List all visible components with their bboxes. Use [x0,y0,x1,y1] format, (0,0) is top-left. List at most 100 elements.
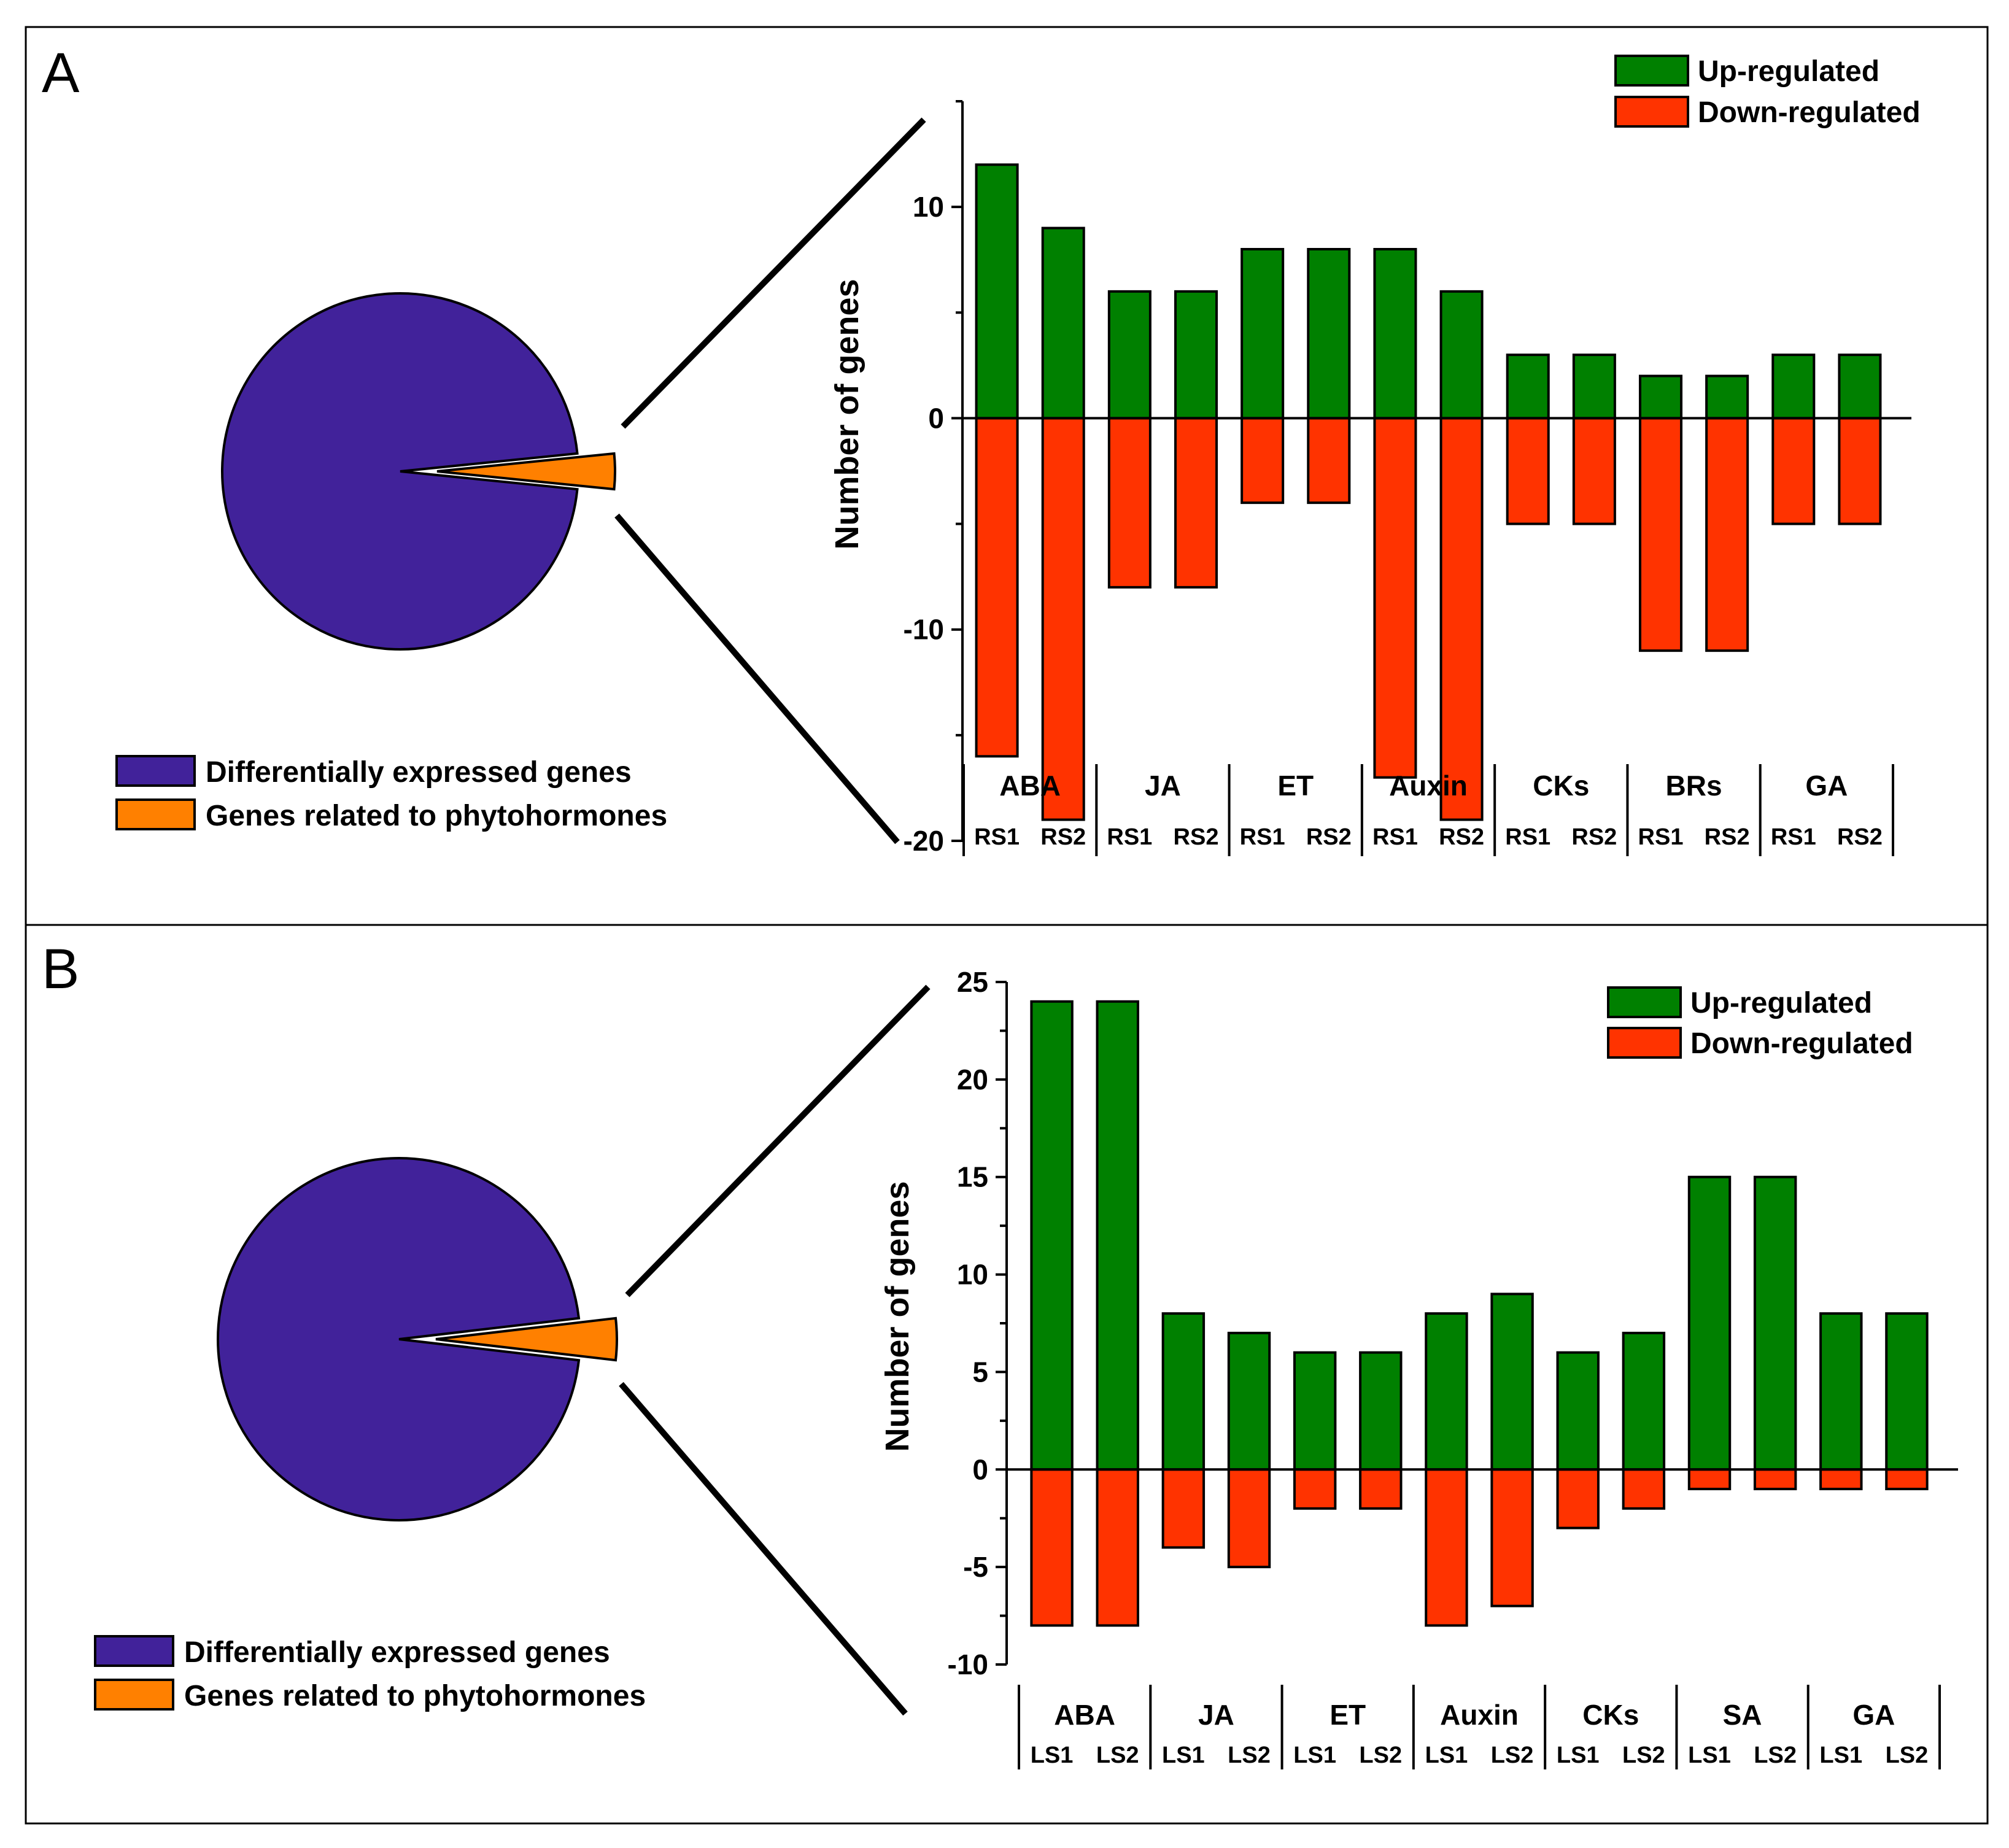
pie-a-legend-swatch-phyto [115,798,196,830]
bar-b-y-tick-label: 25 [957,966,988,998]
bar-a-bar-up [1241,248,1285,420]
bar-a-bar-down [1439,417,1484,821]
bar-a-bar-up [1638,374,1683,420]
bar-a-bar-up [1771,354,1816,420]
bar-a-legend-label-up: Up-regulated [1698,55,1879,88]
bar-b-bar-down [1885,1468,1929,1491]
bar-b-y-tick-label: 0 [972,1453,988,1485]
bar-b-bar-down [1622,1468,1666,1510]
bar-b-bar-down [1819,1468,1863,1491]
bar-a-bar-down [1307,417,1351,505]
bar-b-bar-up [1753,1175,1797,1471]
bar-a-group-label: JA [1145,770,1181,802]
bar-a-bar-up [1373,248,1417,420]
bar-a-bar-down [1373,417,1417,779]
bar-b-legend-label-down: Down-regulated [1690,1027,1913,1060]
bar-a-category-label: RS2 [1571,824,1617,850]
pie-b-legend-label-deg: Differentially expressed genes [184,1636,610,1669]
bar-a-category-label: RS1 [1240,824,1285,850]
bar-b-bar-up [1425,1312,1468,1471]
pie-a-legend-swatch-deg [115,755,196,787]
bar-a-bar-down [1638,417,1683,652]
bar-b-bar-down [1425,1468,1468,1627]
bar-a-bar-up [1174,290,1218,420]
bar-b-category-label: LS2 [1359,1742,1402,1768]
bar-b-bar-down [1161,1468,1206,1549]
zoom-line-a-bottom [614,513,900,845]
bar-b-bar-down [1293,1468,1337,1510]
bar-b-bar-up [1030,1000,1074,1471]
bar-b-category-label: LS1 [1425,1742,1468,1768]
bar-b-bar-down [1687,1468,1732,1491]
bar-a-group-label: BRs [1666,770,1722,802]
bar-a-bar-up [975,163,1019,420]
pie-a-legend-label-deg: Differentially expressed genes [206,756,632,789]
bar-b-bar-up [1556,1351,1600,1471]
pie-a-legend-label-phyto: Genes related to phytohormones [206,800,667,832]
bar-b-category-label: LS2 [1491,1742,1534,1768]
zoom-line-b-bottom [619,1382,908,1716]
bar-b-bar-up [1161,1312,1206,1471]
bar-b-bar-up [1293,1351,1337,1471]
bar-b-group-label: CKs [1582,1699,1639,1731]
bar-a-group-label: CKs [1533,770,1589,802]
bar-b-group-label: GA [1852,1699,1895,1731]
bar-b-group-label: ET [1330,1699,1366,1731]
bar-a-y-tick-label: 0 [928,402,944,434]
bar-b-category-label: LS1 [1557,1742,1600,1768]
bar-a-legend-swatch-down [1614,96,1689,128]
bar-a-bar-down [1572,417,1616,525]
bar-a-y-tick-label: 10 [913,191,944,223]
bar-a-category-label: RS2 [1705,824,1750,850]
bar-b-y-tick-label: 5 [972,1356,988,1388]
bar-a-group-label: ET [1277,770,1314,802]
bar-b-bar-up [1819,1312,1863,1471]
bar-b-y-tick-label: 15 [957,1161,988,1193]
bar-a-category-label: RS1 [1372,824,1418,850]
bar-b-legend-swatch-up [1607,986,1682,1018]
bar-b-y-tick-label: 20 [957,1064,988,1096]
bar-b-bar-down [1753,1468,1797,1491]
bar-a-bar-down [1705,417,1749,652]
bar-a-category-label: RS2 [1040,824,1086,850]
bar-b-category-label: LS2 [1886,1742,1929,1768]
bar-b-bar-down [1490,1468,1534,1607]
bar-b-legend-swatch-down [1607,1027,1682,1059]
bar-a-group-label: Auxin [1389,770,1468,802]
bar-a-bar-up [1838,354,1882,420]
pie-chart-b [217,1157,618,1521]
bar-a-bar-down [1107,417,1152,589]
bar-b-group-label: JA [1198,1699,1234,1731]
bar-b-bar-up [1885,1312,1929,1471]
panel-b-frame [25,924,1989,1825]
bar-b-category-label: LS1 [1293,1742,1336,1768]
bar-a-bar-down [1838,417,1882,525]
bar-b-category-label: LS1 [1819,1742,1862,1768]
bar-b-legend-label-up: Up-regulated [1690,987,1872,1019]
bar-b-group-label: Auxin [1440,1699,1519,1731]
bar-a-category-label: RS2 [1439,824,1484,850]
pie-b-slice-phyto [435,1316,618,1362]
bar-a-category-label: RS2 [1174,824,1219,850]
pie-b-slice-deg [217,1157,581,1521]
bar-a-bar-up [1705,374,1749,420]
bar-b-category-label: LS1 [1031,1742,1074,1768]
bar-a-bar-up [1307,248,1351,420]
bar-a-bar-down [1241,417,1285,505]
pie-a-slice-phyto [436,452,616,491]
bar-a-bar-up [1506,354,1550,420]
pie-b-legend-swatch-phyto [94,1679,174,1711]
bar-b-group-label: ABA [1054,1699,1115,1731]
bar-b-y-tick-label: -5 [963,1551,988,1583]
bar-a-category-label: RS1 [1107,824,1152,850]
panel-b-letter: B [42,938,79,1000]
bar-a-bar-up [1041,226,1085,420]
bar-b-bar-down [1359,1468,1403,1510]
bar-a-category-label: RS1 [1771,824,1816,850]
bar-a-bar-up [1107,290,1152,420]
bar-b-category-label: LS1 [1162,1742,1205,1768]
bar-a-category-label: RS1 [974,824,1020,850]
pie-b-legend-swatch-deg [94,1635,174,1667]
bar-b-y-tick-label: -10 [948,1649,988,1680]
